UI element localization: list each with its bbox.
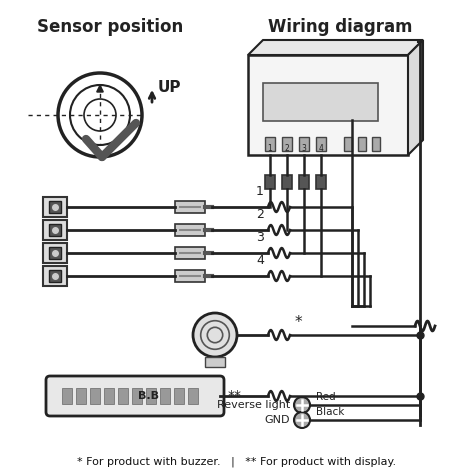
Text: 4: 4 xyxy=(256,254,264,267)
Text: * For product with buzzer.   |   ** For product with display.: * For product with buzzer. | ** For prod… xyxy=(77,457,397,467)
Bar xyxy=(265,137,275,151)
Bar xyxy=(43,243,67,263)
Bar xyxy=(43,197,67,217)
Circle shape xyxy=(193,313,237,357)
Bar xyxy=(90,388,100,404)
Circle shape xyxy=(294,397,310,413)
Bar xyxy=(175,247,205,259)
Text: GND: GND xyxy=(264,415,290,425)
Bar xyxy=(43,220,67,240)
Bar xyxy=(282,137,292,151)
Text: 3: 3 xyxy=(301,144,306,153)
Bar xyxy=(248,55,408,155)
Text: Red: Red xyxy=(316,392,336,402)
FancyBboxPatch shape xyxy=(46,376,224,416)
Bar xyxy=(344,137,352,151)
Bar xyxy=(205,357,225,367)
Bar xyxy=(316,137,326,151)
Text: UP: UP xyxy=(158,80,182,94)
Bar xyxy=(175,270,205,282)
Text: 2: 2 xyxy=(284,144,289,153)
Bar xyxy=(49,270,61,282)
Bar xyxy=(263,83,378,121)
Text: **: ** xyxy=(228,389,242,403)
Bar xyxy=(62,388,72,404)
Bar xyxy=(299,137,309,151)
Polygon shape xyxy=(408,40,423,155)
Bar xyxy=(146,388,156,404)
Bar xyxy=(49,201,61,213)
Text: Wiring diagram: Wiring diagram xyxy=(268,18,412,36)
Bar xyxy=(49,247,61,259)
Text: B.B: B.B xyxy=(138,391,159,401)
Bar xyxy=(316,175,326,189)
Bar xyxy=(43,266,67,286)
Bar xyxy=(104,388,114,404)
Circle shape xyxy=(294,412,310,428)
Bar xyxy=(265,175,275,189)
Bar xyxy=(118,388,128,404)
Bar xyxy=(160,388,170,404)
Bar xyxy=(299,175,309,189)
Bar xyxy=(132,388,142,404)
Bar xyxy=(282,175,292,189)
Text: Reverse light: Reverse light xyxy=(217,400,290,410)
Bar xyxy=(76,388,86,404)
Text: 4: 4 xyxy=(319,144,323,153)
Text: 1: 1 xyxy=(268,144,273,153)
Text: Black: Black xyxy=(316,407,345,417)
Text: 3: 3 xyxy=(256,231,264,244)
Bar xyxy=(188,388,198,404)
Text: *: * xyxy=(294,316,302,330)
Bar xyxy=(49,224,61,236)
Bar xyxy=(174,388,184,404)
Bar xyxy=(175,224,205,236)
Polygon shape xyxy=(248,40,423,55)
Bar xyxy=(358,137,366,151)
Text: 2: 2 xyxy=(256,208,264,221)
Bar xyxy=(372,137,380,151)
Bar xyxy=(175,201,205,213)
Text: 1: 1 xyxy=(256,185,264,198)
Text: Sensor position: Sensor position xyxy=(37,18,183,36)
